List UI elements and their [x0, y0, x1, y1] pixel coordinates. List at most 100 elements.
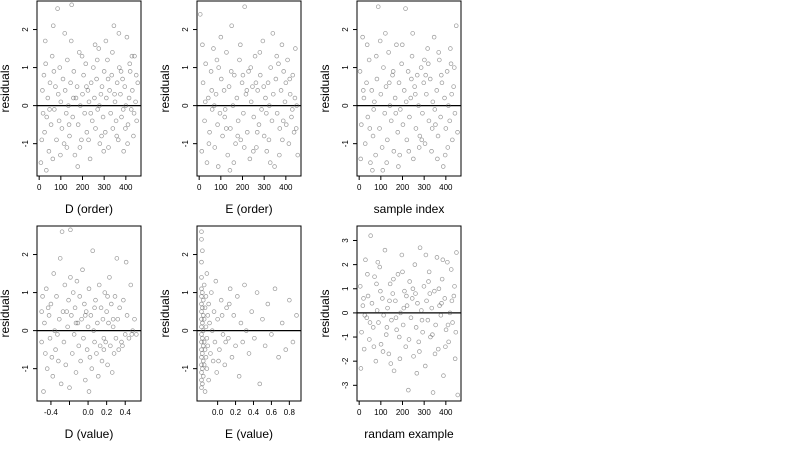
chart-6-point — [410, 286, 416, 292]
chart-4-point — [110, 324, 116, 330]
chart-5-point — [199, 275, 204, 280]
chart-2-point — [268, 65, 273, 70]
chart-3-point — [406, 149, 412, 154]
chart-4-point — [117, 305, 122, 311]
chart-2-point — [292, 95, 298, 101]
chart-1-point — [76, 50, 82, 55]
chart-6-point — [425, 317, 431, 323]
chart-3-x-tick-label: 200 — [396, 183, 410, 192]
chart-2-point — [200, 42, 205, 47]
chart-6-point — [438, 313, 444, 318]
chart-6-point — [404, 303, 410, 308]
chart-3-point — [368, 160, 373, 165]
chart-2-point — [261, 133, 267, 139]
chart-2-point — [278, 88, 284, 93]
chart-5-point — [229, 355, 235, 360]
chart-2-point — [242, 4, 247, 9]
chart-1-point — [119, 114, 124, 120]
chart-5-point — [206, 377, 211, 383]
chart-2-point — [267, 103, 272, 108]
chart-3-point — [408, 95, 413, 101]
chart-4-point — [73, 320, 79, 326]
chart-4-point — [116, 347, 121, 352]
chart-5-point — [202, 347, 208, 352]
chart-1-y-tick-label: 2 — [21, 27, 30, 32]
chart-2-x-axis-label: E (order) — [225, 202, 272, 216]
chart-3-point — [410, 31, 415, 36]
chart-2-point — [228, 126, 233, 131]
chart-1-point — [115, 137, 121, 143]
chart-1-point — [70, 114, 75, 120]
chart-2-point — [270, 31, 276, 36]
chart-6-point — [375, 259, 381, 265]
chart-5-point — [199, 229, 204, 234]
chart-4-point — [109, 301, 114, 307]
chart-4-point — [70, 290, 76, 295]
chart-6-point — [365, 272, 370, 277]
chart-6-point — [374, 308, 380, 313]
chart-1-y-tick-label: 1 — [21, 65, 30, 70]
chart-4-point — [132, 316, 137, 322]
chart-3-point — [418, 65, 424, 70]
chart-2-point — [283, 80, 289, 86]
chart-6-point — [436, 286, 442, 292]
chart-6-point — [452, 356, 458, 362]
chart-6-point — [432, 351, 438, 357]
chart-5-x-tick-label: 0.8 — [284, 408, 296, 417]
chart-4-point — [80, 267, 85, 273]
chart-5-point — [235, 294, 240, 299]
chart-6-point — [390, 291, 396, 296]
chart-2-point — [241, 110, 246, 116]
chart-2-point — [244, 88, 250, 93]
chart-4-point — [61, 339, 67, 345]
chart-4-x-tick-label: -0.4 — [44, 408, 58, 417]
chart-5-point — [279, 320, 285, 326]
chart-3-plot-frame — [356, 0, 462, 177]
chart-5-point — [218, 297, 224, 303]
chart-3-point — [390, 69, 396, 74]
chart-5-x-tick-label: 0.6 — [266, 408, 278, 417]
chart-4-point — [98, 305, 104, 311]
chart-5-point — [199, 294, 204, 299]
chart-1-point — [112, 99, 118, 105]
chart-1-point — [97, 103, 102, 108]
chart-1-point — [78, 103, 83, 108]
chart-6-point — [424, 298, 429, 304]
chart-3-point — [452, 110, 458, 116]
chart-5-point — [290, 339, 296, 345]
chart-2-point — [271, 91, 276, 97]
chart-1-point — [82, 110, 87, 116]
chart-3-x-tick-label: 0 — [357, 183, 362, 192]
chart-4-point — [121, 297, 126, 303]
chart-1-point — [55, 6, 60, 11]
chart-2-point — [237, 57, 242, 63]
chart-4-point — [108, 343, 113, 349]
chart-6-point — [393, 298, 398, 304]
chart-5-point — [199, 309, 204, 314]
chart-1-point — [79, 137, 84, 143]
chart-3-point — [379, 145, 385, 150]
chart-4-point — [77, 294, 82, 299]
chart-6-point — [445, 322, 451, 328]
chart-6-point — [393, 315, 399, 320]
chart-6-point — [413, 325, 419, 330]
chart-2-point — [214, 57, 220, 63]
chart-6-point — [430, 390, 436, 395]
chart-3-point — [381, 65, 386, 70]
chart-1-point — [64, 145, 70, 150]
chart-4-y-tick-label: 2 — [21, 252, 30, 257]
chart-6-x-tick-label: 300 — [417, 408, 431, 417]
chart-3-point — [448, 46, 453, 51]
chart-3-point — [377, 126, 382, 131]
chart-5-point — [214, 370, 219, 375]
chart-3-point — [374, 76, 380, 82]
chart-2-point — [209, 107, 215, 112]
chart-2-y-tick-label: 1 — [181, 65, 190, 70]
chart-6-point — [417, 349, 422, 354]
chart-4-point — [124, 313, 130, 318]
chart-3-y-tick-label: 0 — [341, 103, 350, 108]
chart-1-x-axis-label: D (order) — [65, 202, 113, 216]
chart-6-point — [419, 317, 425, 323]
chart-4-point — [83, 377, 88, 383]
chart-6-point — [378, 342, 384, 347]
